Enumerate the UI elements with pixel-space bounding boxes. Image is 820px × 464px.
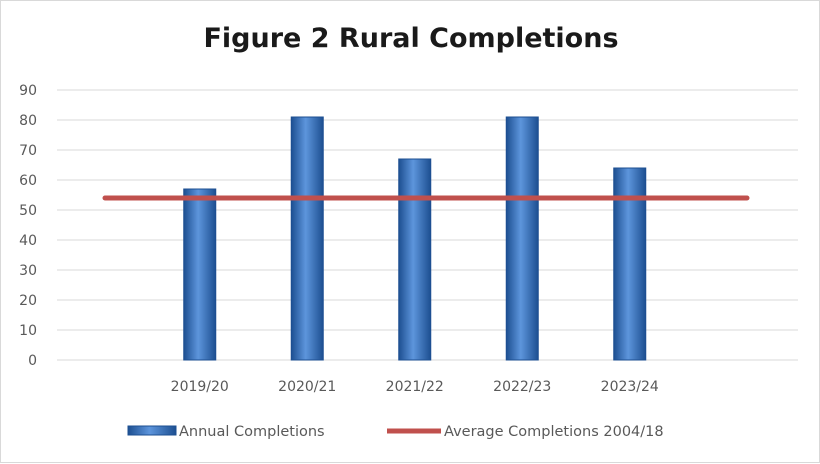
x-tick-label: 2023/24 [601, 379, 659, 395]
x-tick-label: 2019/20 [171, 379, 229, 395]
y-tick-label: 10 [19, 323, 37, 339]
y-tick-label: 30 [19, 263, 37, 279]
legend-label: Average Completions 2004/18 [444, 424, 664, 440]
legend-item-annual: Annual Completions [127, 424, 325, 440]
legend: Annual Completions Average Completions 20… [127, 424, 664, 440]
x-axis: 2019/20 2020/21 2021/22 2022/23 2023/24 [171, 379, 659, 395]
y-axis: 0 10 20 30 40 50 60 70 80 90 [19, 83, 37, 369]
y-tick-label: 70 [19, 143, 37, 159]
y-tick-label: 40 [19, 233, 37, 249]
x-tick-label: 2021/22 [386, 379, 444, 395]
bar-series [183, 116, 647, 361]
y-tick-label: 60 [19, 173, 37, 189]
legend-swatch-bar [127, 425, 177, 436]
legend-item-average: Average Completions 2004/18 [387, 424, 664, 440]
bar [505, 116, 539, 361]
x-tick-label: 2020/21 [278, 379, 336, 395]
bar [183, 188, 217, 361]
y-tick-label: 80 [19, 113, 37, 129]
chart-title: Figure 2 Rural Completions [203, 23, 619, 54]
y-tick-label: 0 [28, 353, 37, 369]
x-tick-label: 2022/23 [493, 379, 551, 395]
legend-label: Annual Completions [179, 424, 325, 440]
y-tick-label: 90 [19, 83, 37, 99]
y-tick-label: 50 [19, 203, 37, 219]
bar [290, 116, 324, 361]
y-tick-label: 20 [19, 293, 37, 309]
bar [398, 158, 432, 361]
